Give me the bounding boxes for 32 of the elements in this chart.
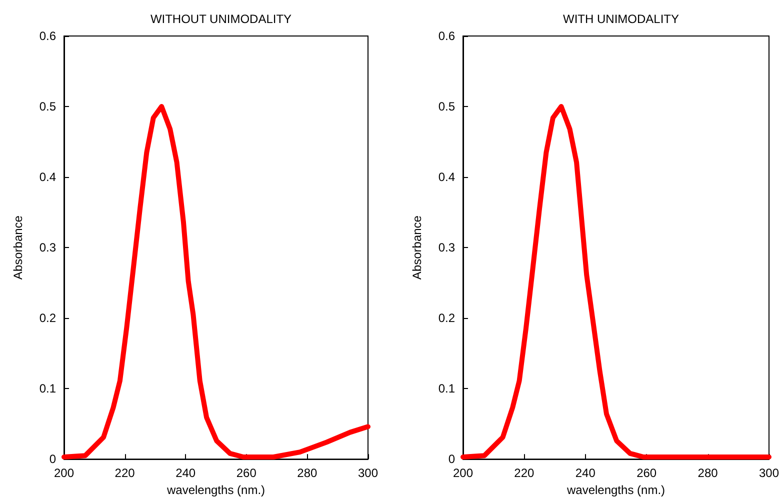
- x-tick-label: 240: [176, 466, 196, 480]
- y-tick-label: 0.5: [39, 100, 56, 114]
- chart-title: WITHOUT UNIMODALITY: [150, 12, 292, 26]
- x-tick-label: 260: [236, 466, 257, 480]
- x-tick-label: 280: [698, 466, 718, 480]
- y-tick-label: 0.2: [39, 311, 56, 326]
- x-tick-label: 260: [636, 466, 657, 480]
- x-tick-label: 300: [758, 466, 780, 480]
- y-tick-label: 0.6: [39, 29, 56, 43]
- y-tick-label: 0.4: [39, 170, 56, 184]
- y-axis-title: Absorbance: [410, 215, 424, 280]
- chart-title: WITH UNIMODALITY: [563, 12, 679, 26]
- y-tick-label: 0: [49, 452, 56, 466]
- y-tick-label: 0.3: [39, 240, 56, 255]
- x-axis-title: wavelengths (nm.): [566, 483, 666, 497]
- y-tick-label: 0.1: [39, 382, 56, 396]
- x-tick-label: 300: [358, 466, 378, 480]
- x-axis-title: wavelengths (nm.): [166, 483, 266, 497]
- x-tick-label: 220: [114, 466, 136, 480]
- x-tick-label: 220: [514, 466, 535, 480]
- y-tick-label: 0.5: [438, 100, 456, 114]
- x-tick-label: 200: [54, 466, 74, 480]
- x-tick-label: 280: [297, 466, 318, 480]
- y-tick-label: 0: [448, 452, 456, 466]
- y-tick-label: 0.4: [438, 170, 456, 184]
- y-axis-title: Absorbance: [11, 215, 25, 280]
- y-tick-label: 0.6: [438, 29, 456, 43]
- y-tick-label: 0.3: [438, 240, 456, 255]
- x-tick-label: 240: [575, 466, 596, 480]
- x-tick-label: 200: [452, 466, 474, 480]
- y-tick-label: 0.2: [438, 311, 456, 326]
- y-tick-label: 0.1: [438, 382, 456, 396]
